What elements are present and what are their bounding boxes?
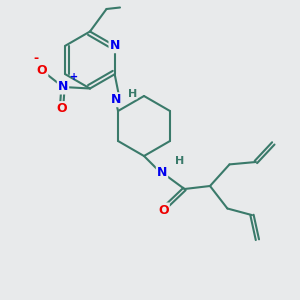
Text: N: N: [110, 93, 121, 106]
Text: O: O: [56, 102, 67, 115]
Text: H: H: [175, 155, 184, 166]
Text: +: +: [70, 71, 78, 82]
Text: N: N: [157, 166, 167, 179]
Text: N: N: [110, 39, 120, 52]
Text: -: -: [34, 52, 39, 65]
Text: O: O: [158, 203, 169, 217]
Text: O: O: [37, 64, 47, 77]
Text: N: N: [58, 80, 68, 94]
Text: H: H: [128, 89, 137, 99]
